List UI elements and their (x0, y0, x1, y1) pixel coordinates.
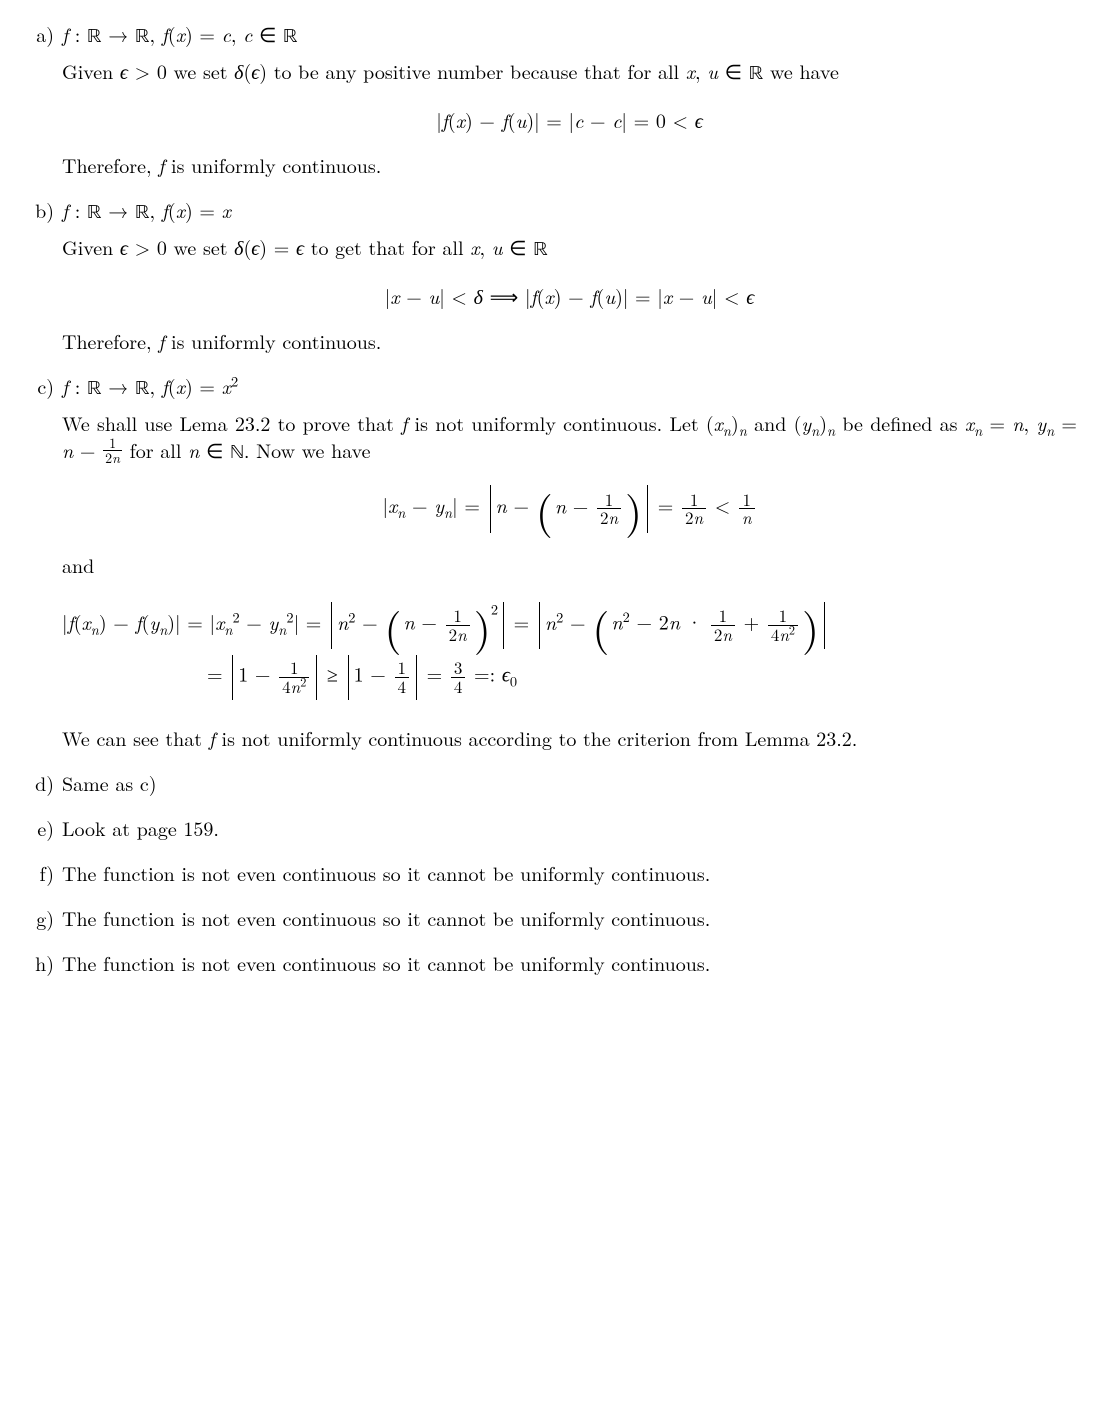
item-label: a) (20, 20, 62, 178)
display-equation: |x − u| < δ ⟹ |f(x) − f(u)| = |x − u| < … (62, 282, 1077, 309)
conclusion: We can see that f is not uniformly conti… (62, 724, 1077, 751)
equation-row: |f(xn) − f(yn)| = |xn2 − yn2| = n2 − (n … (62, 602, 828, 650)
definition: f : ℝ → ℝ, f(x) = c, c ∈ ℝ (62, 20, 1077, 51)
list-item: b) f : ℝ → ℝ, f(x) = x Given ϵ > 0 we se… (20, 196, 1077, 354)
list-item: g) The function is not even continuous s… (20, 904, 1077, 931)
list-item: e) Look at page 159. (20, 814, 1077, 841)
item-body: f : ℝ → ℝ, f(x) = x2 We shall use Lema 2… (62, 372, 1077, 751)
display-equation: |f(x) − f(u)| = |c − c| = 0 < ϵ (62, 106, 1077, 133)
definition: f : ℝ → ℝ, f(x) = x2 (62, 372, 1077, 403)
definition: f : ℝ → ℝ, f(x) = x (62, 196, 1077, 227)
intro-text: Given ϵ > 0 we set δ(ϵ) = ϵ to get that … (62, 233, 1077, 264)
list-item: a) f : ℝ → ℝ, f(x) = c, c ∈ ℝ Given ϵ > … (20, 20, 1077, 178)
item-label: b) (20, 196, 62, 354)
item-label: d) (20, 769, 62, 796)
conclusion: Therefore, f is uniformly continuous. (62, 151, 1077, 178)
list-item: d) Same as c) (20, 769, 1077, 796)
item-label: e) (20, 814, 62, 841)
intro-text: We shall use Lema 23.2 to prove that f i… (62, 409, 1077, 467)
display-equation-aligned: |f(xn) − f(yn)| = |xn2 − yn2| = n2 − (n … (62, 596, 1077, 706)
item-label: h) (20, 949, 62, 976)
list-item: f) The function is not even continuous s… (20, 859, 1077, 886)
display-equation: |xn − yn| = n − (n − 12n) = 12n < 1n (62, 485, 1077, 533)
equation-row: = 1 − 14n2 ≥ 1 − 14 = 34 =: ϵ0 (207, 655, 517, 700)
list-item: h) The function is not even continuous s… (20, 949, 1077, 976)
item-body: The function is not even continuous so i… (62, 859, 1077, 886)
item-label: f) (20, 859, 62, 886)
item-body: The function is not even continuous so i… (62, 949, 1077, 976)
item-body: The function is not even continuous so i… (62, 904, 1077, 931)
list-item: c) f : ℝ → ℝ, f(x) = x2 We shall use Lem… (20, 372, 1077, 751)
item-body: f : ℝ → ℝ, f(x) = x Given ϵ > 0 we set δ… (62, 196, 1077, 354)
conclusion: Therefore, f is uniformly continuous. (62, 327, 1077, 354)
item-body: Same as c) (62, 769, 1077, 796)
item-body: Look at page 159. (62, 814, 1077, 841)
connector-text: and (62, 551, 1077, 578)
item-label: c) (20, 372, 62, 751)
intro-text: Given ϵ > 0 we set δ(ϵ) to be any positi… (62, 57, 1077, 88)
item-label: g) (20, 904, 62, 931)
item-body: f : ℝ → ℝ, f(x) = c, c ∈ ℝ Given ϵ > 0 w… (62, 20, 1077, 178)
